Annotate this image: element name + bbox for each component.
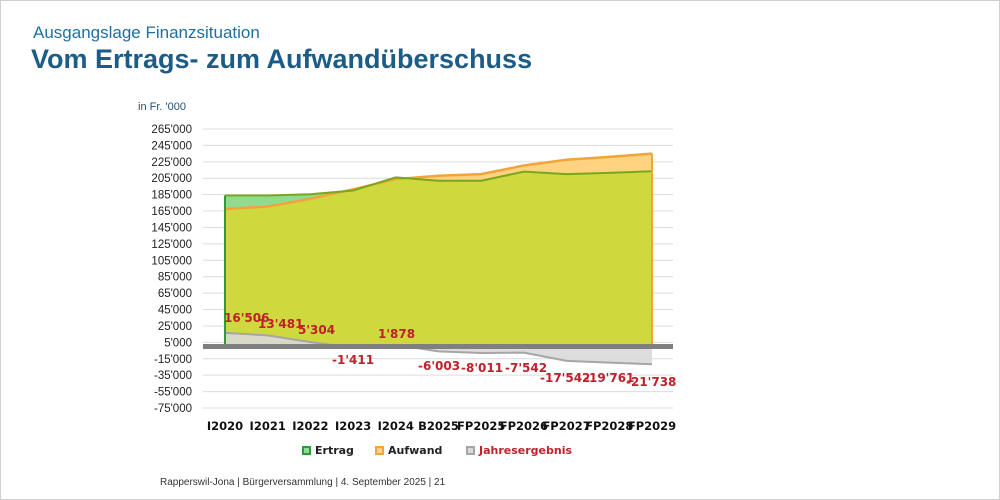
data-label: -19'761 — [584, 371, 634, 385]
x-tick-label: FP2025 — [457, 419, 505, 433]
legend-label-aufwand: Aufwand — [388, 444, 443, 457]
y-tick-label: 185'000 — [151, 190, 192, 202]
y-tick-label: 125'000 — [151, 239, 192, 251]
y-tick-label: 165'000 — [151, 206, 192, 218]
y-tick-label: 245'000 — [151, 140, 192, 152]
data-label: -21'738 — [626, 375, 676, 389]
y-tick-label: 105'000 — [151, 255, 192, 267]
y-tick-label: 205'000 — [151, 173, 192, 185]
legend-swatch-jahresergebnis — [466, 446, 475, 455]
legend-label-jahresergebnis: Jahresergebnis — [479, 444, 573, 457]
y-tick-label: 25'000 — [158, 321, 192, 333]
y-tick-label: -55'000 — [154, 387, 192, 399]
jahresergebnis-line — [224, 331, 653, 366]
data-label: 13'481 — [258, 317, 303, 331]
slide-footer: Rapperswil-Jona | Bürgerversammlung | 4.… — [160, 477, 446, 488]
y-tick-label: 225'000 — [151, 157, 192, 169]
legend-item-ertrag: Ertrag — [302, 444, 354, 457]
x-tick-label: I2021 — [250, 419, 286, 433]
legend-item-aufwand: Aufwand — [375, 444, 442, 457]
legend-item-jahresergebnis: Jahresergebnis — [466, 444, 572, 457]
y-tick-label: 265'000 — [151, 124, 192, 136]
x-tick-label: I2023 — [335, 419, 371, 433]
unit-label: in Fr. '000 — [138, 101, 186, 113]
x-tick-label: B2025 — [418, 419, 459, 433]
data-label: -7'542 — [505, 361, 547, 375]
legend-label-ertrag: Ertrag — [315, 444, 354, 457]
y-tick-label: 5'000 — [164, 337, 192, 349]
legend-swatch-ertrag — [302, 446, 311, 455]
data-label: -6'003 — [418, 359, 460, 373]
y-tick-label: 45'000 — [158, 305, 192, 317]
x-tick-label: I2020 — [207, 419, 243, 433]
x-tick-label: FP2026 — [500, 419, 548, 433]
y-tick-label: 85'000 — [158, 272, 192, 284]
y-tick-label: -35'000 — [154, 370, 192, 382]
y-tick-label: 145'000 — [151, 222, 192, 234]
data-label: 5'304 — [298, 323, 335, 337]
data-label: 16'506 — [224, 311, 269, 325]
data-label: 1'878 — [378, 327, 415, 341]
ertrag-line — [225, 170, 653, 197]
overlap-area — [225, 171, 652, 347]
x-tick-label: I2022 — [292, 419, 328, 433]
y-tick-label: 65'000 — [158, 288, 192, 300]
slide-title: Vom Ertrags- zum Aufwandüberschuss — [31, 44, 533, 74]
legend-swatch-aufwand — [375, 446, 384, 455]
x-tick-label: I2024 — [378, 419, 414, 433]
data-label: -17'542 — [540, 371, 590, 385]
y-tick-label: -15'000 — [154, 354, 192, 366]
aufwand-line — [224, 152, 653, 211]
chart-legend: Ertrag Aufwand Jahresergebnis — [0, 444, 1000, 464]
y-tick-label: -75'000 — [154, 403, 192, 415]
x-tick-label: FP2028 — [585, 419, 633, 433]
slide-subtitle: Ausgangslage Finanzsituation — [33, 23, 260, 42]
data-label: -1'411 — [332, 353, 374, 367]
data-label: -8'011 — [461, 361, 503, 375]
x-tick-label: FP2029 — [628, 419, 676, 433]
x-tick-label: FP2027 — [542, 419, 590, 433]
